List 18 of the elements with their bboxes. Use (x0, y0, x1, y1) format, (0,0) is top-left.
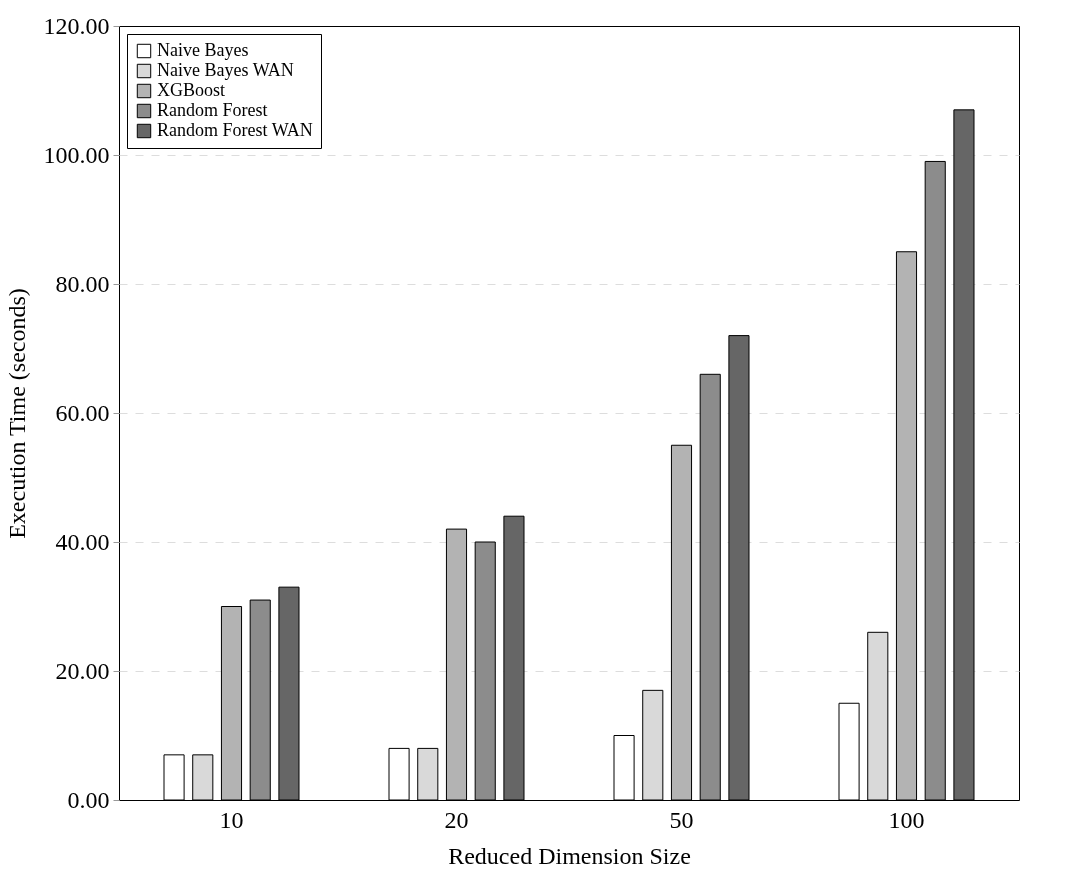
legend-label: Random Forest WAN (157, 120, 313, 140)
x-axis-title: Reduced Dimension Size (448, 842, 691, 869)
y-tick-label: 80.00 (55, 270, 110, 297)
y-tick-label: 120.00 (43, 12, 110, 39)
legend-label: Naive Bayes WAN (157, 60, 294, 80)
legend-label: Random Forest (157, 100, 268, 120)
x-tick-label: 20 (444, 806, 469, 833)
y-tick-label: 100.00 (43, 141, 110, 168)
legend-label: Naive Bayes (157, 40, 249, 60)
x-tick-label: 100 (888, 806, 925, 833)
y-tick-label: 60.00 (55, 399, 110, 426)
x-tick-label: 50 (669, 806, 694, 833)
y-tick-label: 20.00 (55, 657, 110, 684)
y-tick-label: 0.00 (67, 786, 110, 813)
legend-label: XGBoost (157, 80, 226, 100)
y-tick-label: 40.00 (55, 528, 110, 555)
x-tick-label: 10 (219, 806, 244, 833)
y-axis-title: Execution Time (seconds) (3, 288, 30, 539)
